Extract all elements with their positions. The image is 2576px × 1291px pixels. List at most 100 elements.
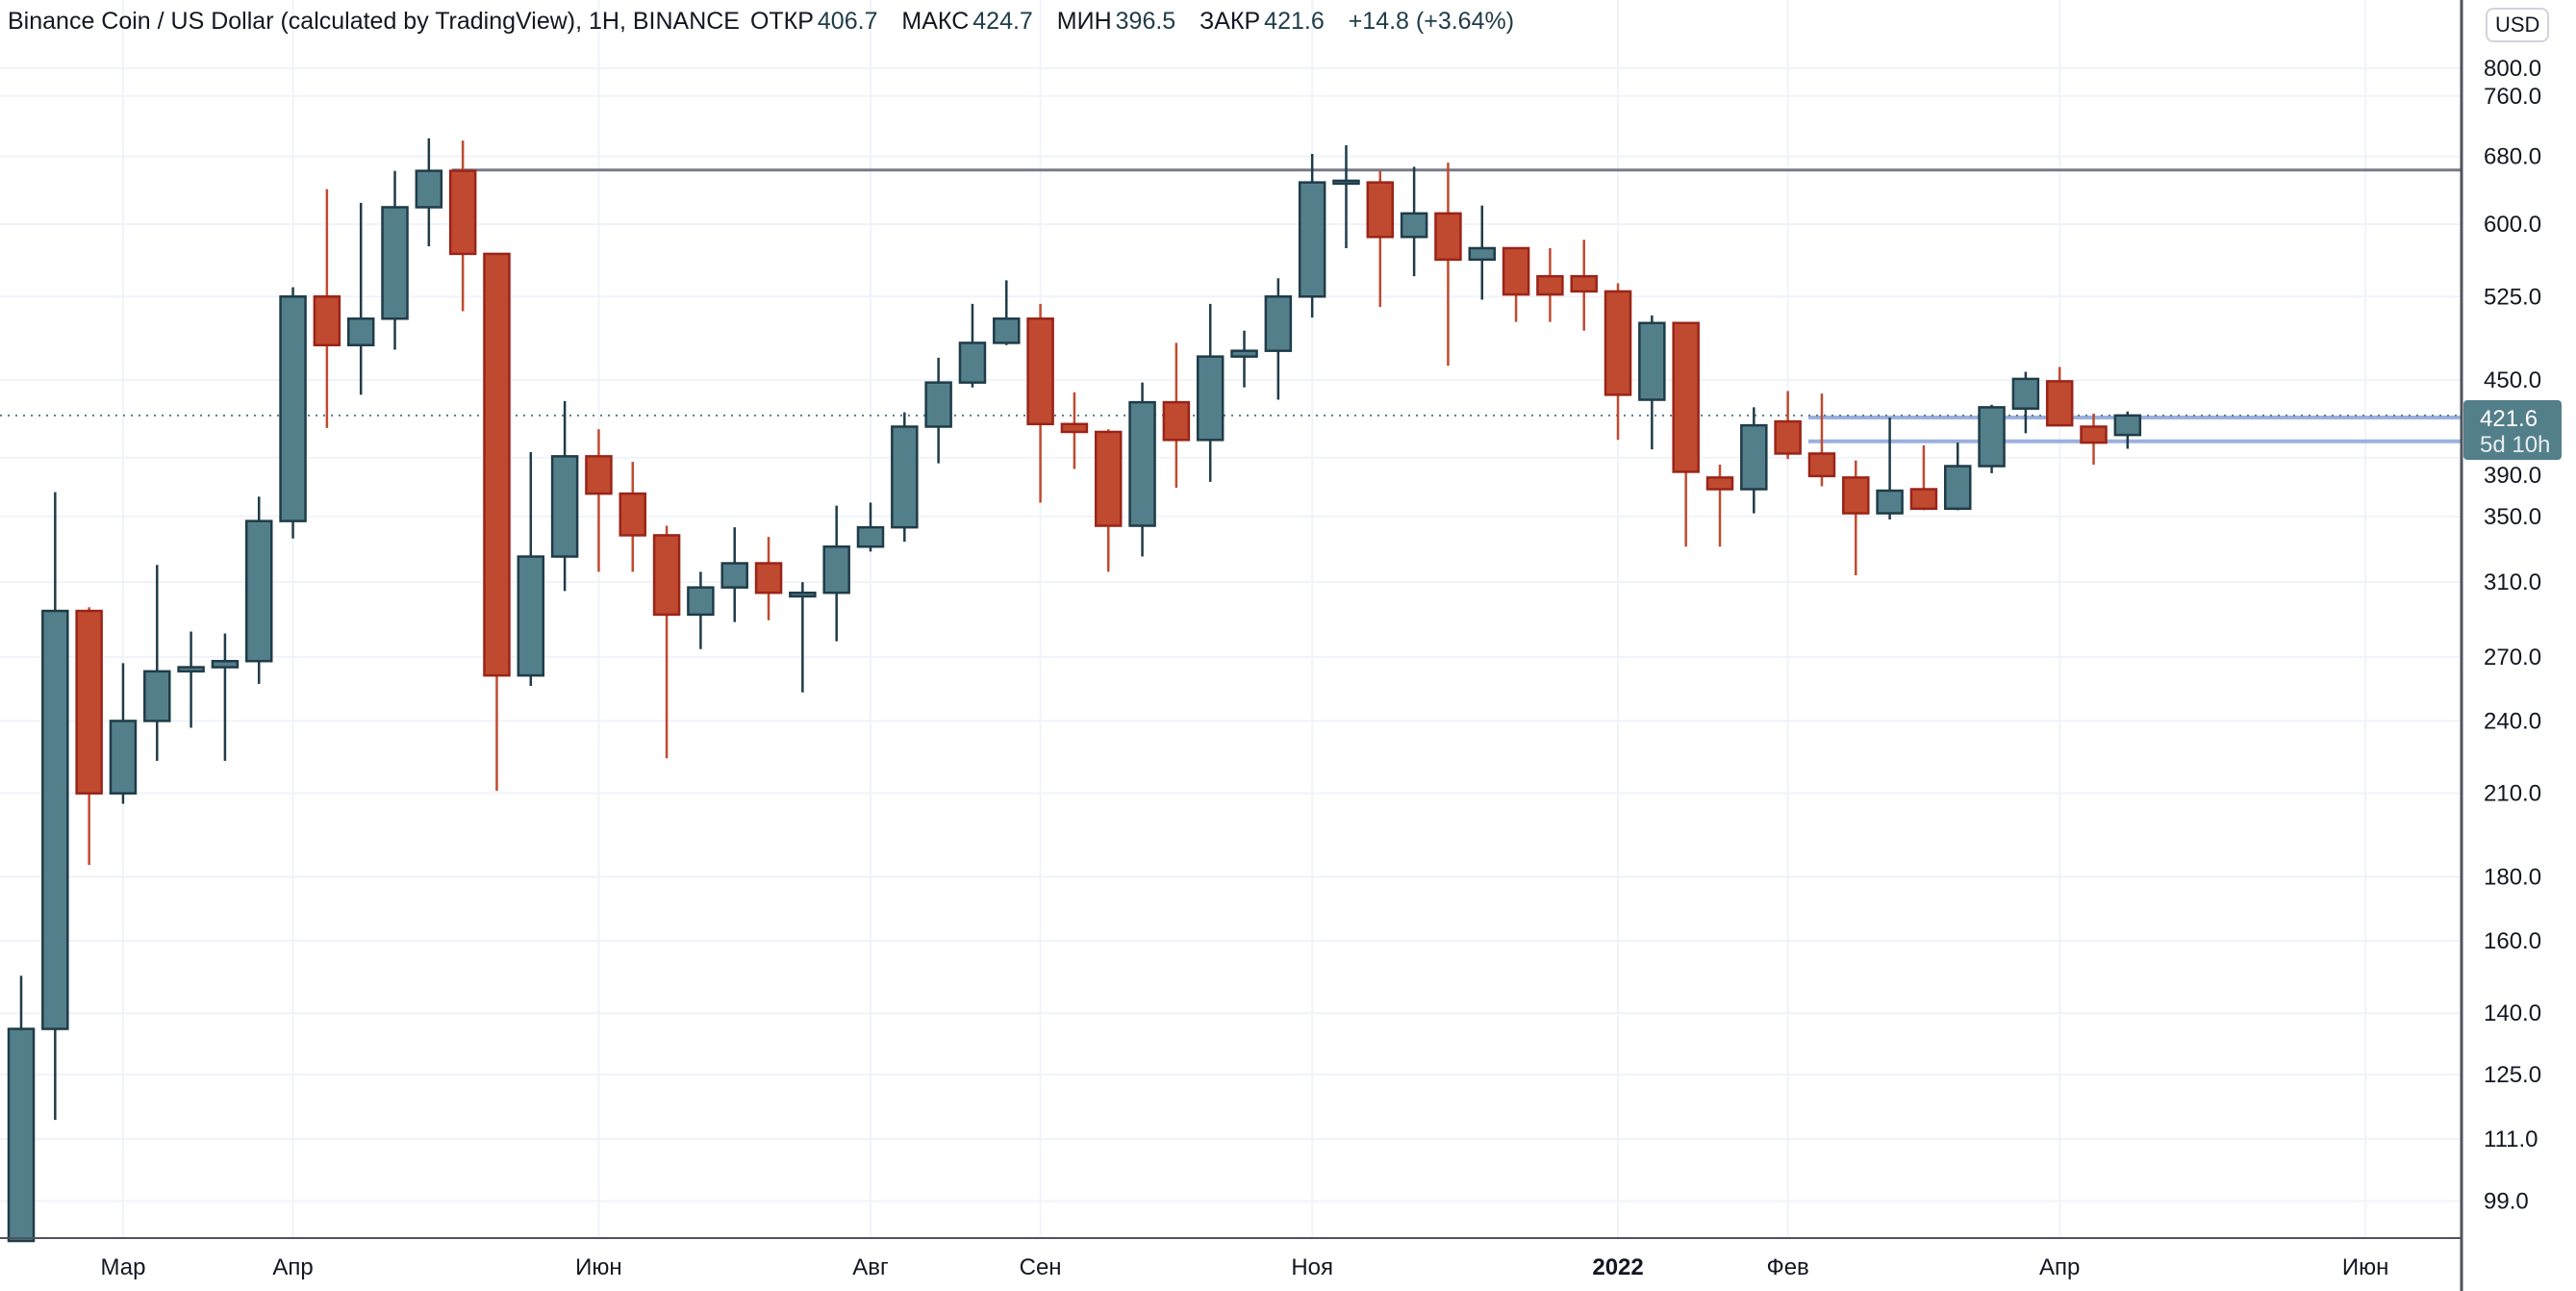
candle-body (143, 670, 171, 722)
chart-legend: Binance Coin / US Dollar (calculated by … (8, 8, 1531, 36)
candle-body (1604, 290, 1632, 396)
candle-body (720, 562, 748, 589)
candle-countdown: 5d 10h (2480, 432, 2550, 458)
candle-body (1672, 321, 1700, 473)
candle (346, 202, 375, 395)
candle (993, 280, 1021, 345)
y-tick-label: 600.0 (2484, 212, 2541, 238)
candle-body (891, 425, 919, 529)
candle-body (619, 492, 647, 537)
candle (109, 663, 138, 804)
low-value: 396.5 (1115, 8, 1176, 35)
candle-body (1807, 452, 1836, 478)
candle (313, 189, 341, 428)
candle (1196, 303, 1225, 482)
candle-body (652, 534, 681, 617)
high-value: 424.7 (972, 8, 1033, 35)
candle-body (279, 295, 307, 522)
candle (1705, 465, 1734, 547)
candle-body (687, 586, 715, 617)
y-tick-label: 525.0 (2484, 284, 2541, 310)
candle (1094, 429, 1123, 572)
candle (177, 631, 205, 728)
candle-body (1468, 246, 1497, 262)
y-tick-label: 210.0 (2484, 781, 2541, 807)
candle (1128, 382, 1156, 557)
candle-body (109, 720, 138, 795)
x-tick-label: Мар (100, 1254, 145, 1280)
x-tick-label: Фев (1766, 1254, 1808, 1280)
candle-body (1909, 488, 1938, 511)
candle-body (1502, 246, 1530, 296)
candle-body (993, 317, 1021, 344)
price-levels (0, 168, 2462, 443)
candle (1876, 418, 1904, 520)
y-tick-label: 111.0 (2484, 1126, 2538, 1152)
candle (1978, 404, 2006, 473)
candle-body (2080, 425, 2108, 444)
candle-body (1570, 274, 1598, 293)
candle-body (1128, 400, 1156, 527)
candle-body (483, 252, 511, 677)
candle-body (448, 169, 477, 256)
candle-body (1774, 419, 1802, 455)
candle-body (1400, 212, 1428, 239)
candle (244, 496, 273, 684)
candle (1502, 246, 1530, 322)
x-tick-label: Апр (2039, 1254, 2080, 1280)
candle (2011, 371, 2040, 434)
candle (1366, 170, 1395, 308)
y-tick-label: 390.0 (2484, 463, 2541, 489)
candle (1468, 205, 1497, 300)
x-tick-label: 2022 (1592, 1254, 1643, 1280)
y-tick-label: 450.0 (2484, 367, 2541, 393)
candle-body (1943, 465, 1972, 511)
candle (2045, 367, 2074, 427)
candle (483, 252, 511, 792)
candle (7, 975, 36, 1243)
candle-body (41, 609, 69, 1030)
candle (1230, 330, 1258, 388)
candle-body (2113, 414, 2142, 437)
last-price-value: 421.6 (2480, 406, 2538, 432)
candles (7, 138, 2142, 1243)
candle-body (1162, 400, 1191, 442)
candle (1162, 342, 1191, 488)
candle (279, 287, 307, 539)
candle (891, 412, 919, 543)
open-label: ОТКР (749, 8, 814, 35)
candle (1332, 144, 1360, 248)
candle (1026, 303, 1054, 503)
candle-body (244, 519, 273, 663)
candle (1842, 460, 1870, 575)
candle (754, 537, 783, 620)
candle (415, 138, 443, 247)
candle (2080, 414, 2108, 466)
time-axis[interactable]: Мар Апр Июн Авг Сен Ноя 2022 Фев Апр Июн (100, 1254, 2388, 1280)
candle (720, 527, 748, 622)
y-tick-label: 310.0 (2484, 570, 2541, 595)
change-value: +14.8 (+3.64%) (1348, 8, 1515, 35)
candle (585, 429, 613, 572)
candle-body (7, 1027, 36, 1243)
candle-body (381, 206, 409, 320)
candle-body (1196, 355, 1225, 442)
x-tick-label: Сен (1020, 1254, 1062, 1280)
candle (822, 505, 850, 642)
y-tick-label: 125.0 (2484, 1062, 2541, 1088)
candle (143, 565, 171, 761)
candle-body (924, 381, 952, 428)
y-tick-label: 760.0 (2484, 84, 2541, 110)
candle-body (1876, 489, 1904, 515)
candle-body (585, 455, 613, 495)
y-tick-label: 99.0 (2484, 1189, 2529, 1215)
candle-body (177, 666, 205, 673)
symbol-title[interactable]: Binance Coin / US Dollar (calculated by … (8, 8, 740, 35)
candle-body (1366, 181, 1395, 239)
last-price-label: 421.6 5d 10h (2463, 400, 2562, 460)
y-tick-label: 680.0 (2484, 143, 2541, 169)
currency-button[interactable]: USD (2486, 8, 2550, 42)
candle-body (1740, 423, 1768, 491)
